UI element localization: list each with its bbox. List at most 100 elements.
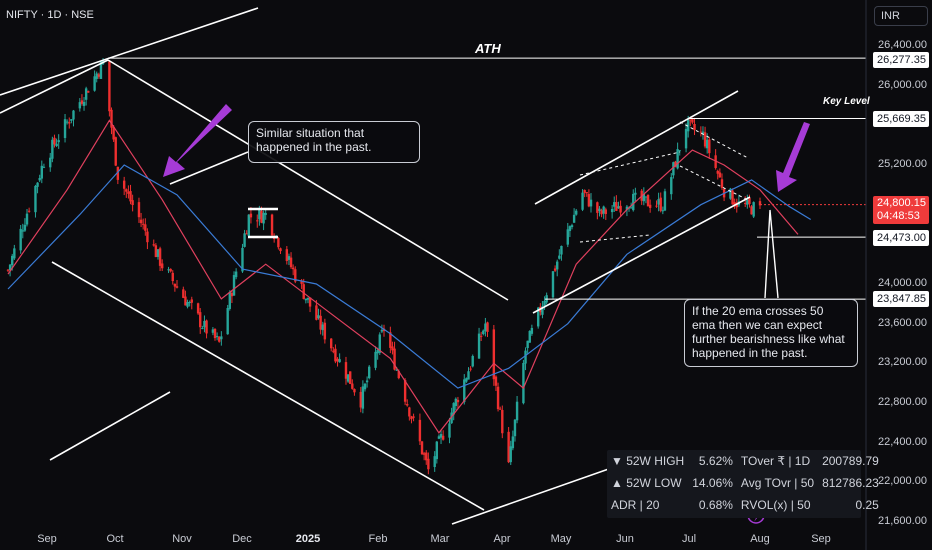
stats-value: 5.62% — [698, 454, 733, 468]
candle-body — [232, 275, 236, 296]
candle-body — [25, 213, 29, 225]
candle-body — [279, 248, 282, 252]
candle-body — [359, 391, 362, 408]
candle-body — [338, 359, 341, 363]
candle-body — [610, 208, 614, 213]
candle-body — [716, 170, 719, 174]
candle-body — [619, 205, 622, 213]
candle-body — [122, 180, 126, 189]
candle-body — [72, 110, 75, 120]
candle-body — [211, 329, 215, 333]
y-tick: 22,400.00 — [878, 436, 927, 448]
candle-body — [403, 380, 407, 402]
candle-body — [471, 356, 474, 367]
candle-body — [87, 91, 90, 93]
candle-body — [51, 139, 54, 159]
candle-body — [353, 389, 356, 393]
candle-body — [634, 192, 637, 195]
candle-body — [752, 202, 755, 217]
rising-channel-bottom — [532, 196, 751, 314]
currency-label: INR — [881, 10, 900, 22]
candle-body — [441, 435, 445, 440]
candle-body — [448, 423, 451, 438]
candle-body — [659, 197, 662, 211]
candle-body — [412, 416, 415, 418]
falling-channel-top — [107, 59, 509, 301]
candle-body — [332, 350, 335, 352]
candle-body — [344, 362, 348, 379]
candle-body — [294, 269, 297, 282]
candle-body — [139, 219, 143, 224]
candle-body — [241, 247, 244, 272]
x-tick: 2025 — [295, 533, 321, 545]
candle-body — [334, 348, 337, 362]
note-ema-cross[interactable]: If the 20 ema crosses 50 ema then we can… — [684, 299, 858, 367]
candle-body — [336, 358, 339, 362]
candle-body — [80, 100, 84, 104]
candle-body — [560, 245, 563, 255]
candle-body — [708, 139, 711, 154]
candle-body — [249, 213, 253, 218]
candle-body — [374, 351, 377, 368]
x-tick: Nov — [172, 533, 192, 545]
candle-body — [420, 441, 424, 455]
candle-body — [110, 109, 113, 128]
stats-label: RVOL(x) | 50 — [740, 498, 811, 512]
candle-body — [699, 131, 703, 133]
rising-support-line — [451, 464, 621, 525]
stats-value: 0.68% — [698, 498, 733, 512]
candle-body — [744, 203, 747, 205]
candle-body — [731, 190, 734, 205]
candle-body — [182, 289, 185, 298]
y-tick: 26,000.00 — [878, 79, 927, 91]
candle-body — [319, 315, 322, 330]
candle-body — [585, 192, 588, 194]
key-level-label: Key Level — [823, 96, 870, 107]
candle-body — [646, 194, 650, 207]
candle-body — [551, 271, 555, 298]
candle-body — [262, 212, 265, 224]
falling-channel-bottom — [51, 261, 485, 511]
candle-body — [199, 312, 202, 328]
candle-body — [169, 268, 172, 272]
candle-body — [220, 336, 223, 340]
symbol-header[interactable]: NIFTY · 1D · NSE — [6, 9, 94, 21]
candle-body — [511, 436, 515, 449]
candle-body — [477, 333, 481, 359]
candle-body — [365, 380, 369, 383]
currency-button[interactable]: INR — [874, 6, 928, 26]
candle-body — [541, 306, 544, 315]
candle-body — [82, 101, 86, 106]
candle-body — [663, 191, 667, 211]
candle-body — [758, 201, 762, 206]
candle-body — [629, 207, 633, 209]
stats-label: ▲ 52W LOW — [611, 476, 682, 490]
stats-row: ▼ 52W HIGH 5.62% TOver ₹ | 1D 200789.79 — [607, 450, 883, 472]
y-tick: 25,200.00 — [878, 158, 927, 170]
stats-value: 14.06% — [692, 476, 733, 490]
stats-value: 812786.23 — [822, 476, 879, 490]
ema-lines — [7, 119, 812, 434]
candle-body — [625, 206, 629, 210]
candle-body — [672, 162, 675, 176]
candle-body — [492, 329, 496, 380]
candle-body — [602, 206, 605, 214]
x-tick: Aug — [750, 533, 770, 545]
stats-label: ADR | 20 — [611, 498, 660, 512]
candle-body — [570, 225, 574, 228]
candle-body — [256, 220, 259, 222]
candle-body — [526, 340, 529, 349]
candle-body — [589, 199, 593, 207]
candle-body — [23, 224, 27, 231]
candle-body — [228, 292, 231, 309]
candle-body — [494, 376, 498, 386]
candle-body — [575, 210, 578, 215]
candle-body — [171, 272, 174, 282]
note-past-situation[interactable]: Similar situation that happened in the p… — [248, 121, 420, 163]
candle-body — [746, 199, 749, 205]
ath-label: ATH — [474, 41, 501, 56]
candle-body — [190, 299, 193, 303]
candle-body — [397, 371, 400, 379]
candle-body — [528, 331, 531, 343]
